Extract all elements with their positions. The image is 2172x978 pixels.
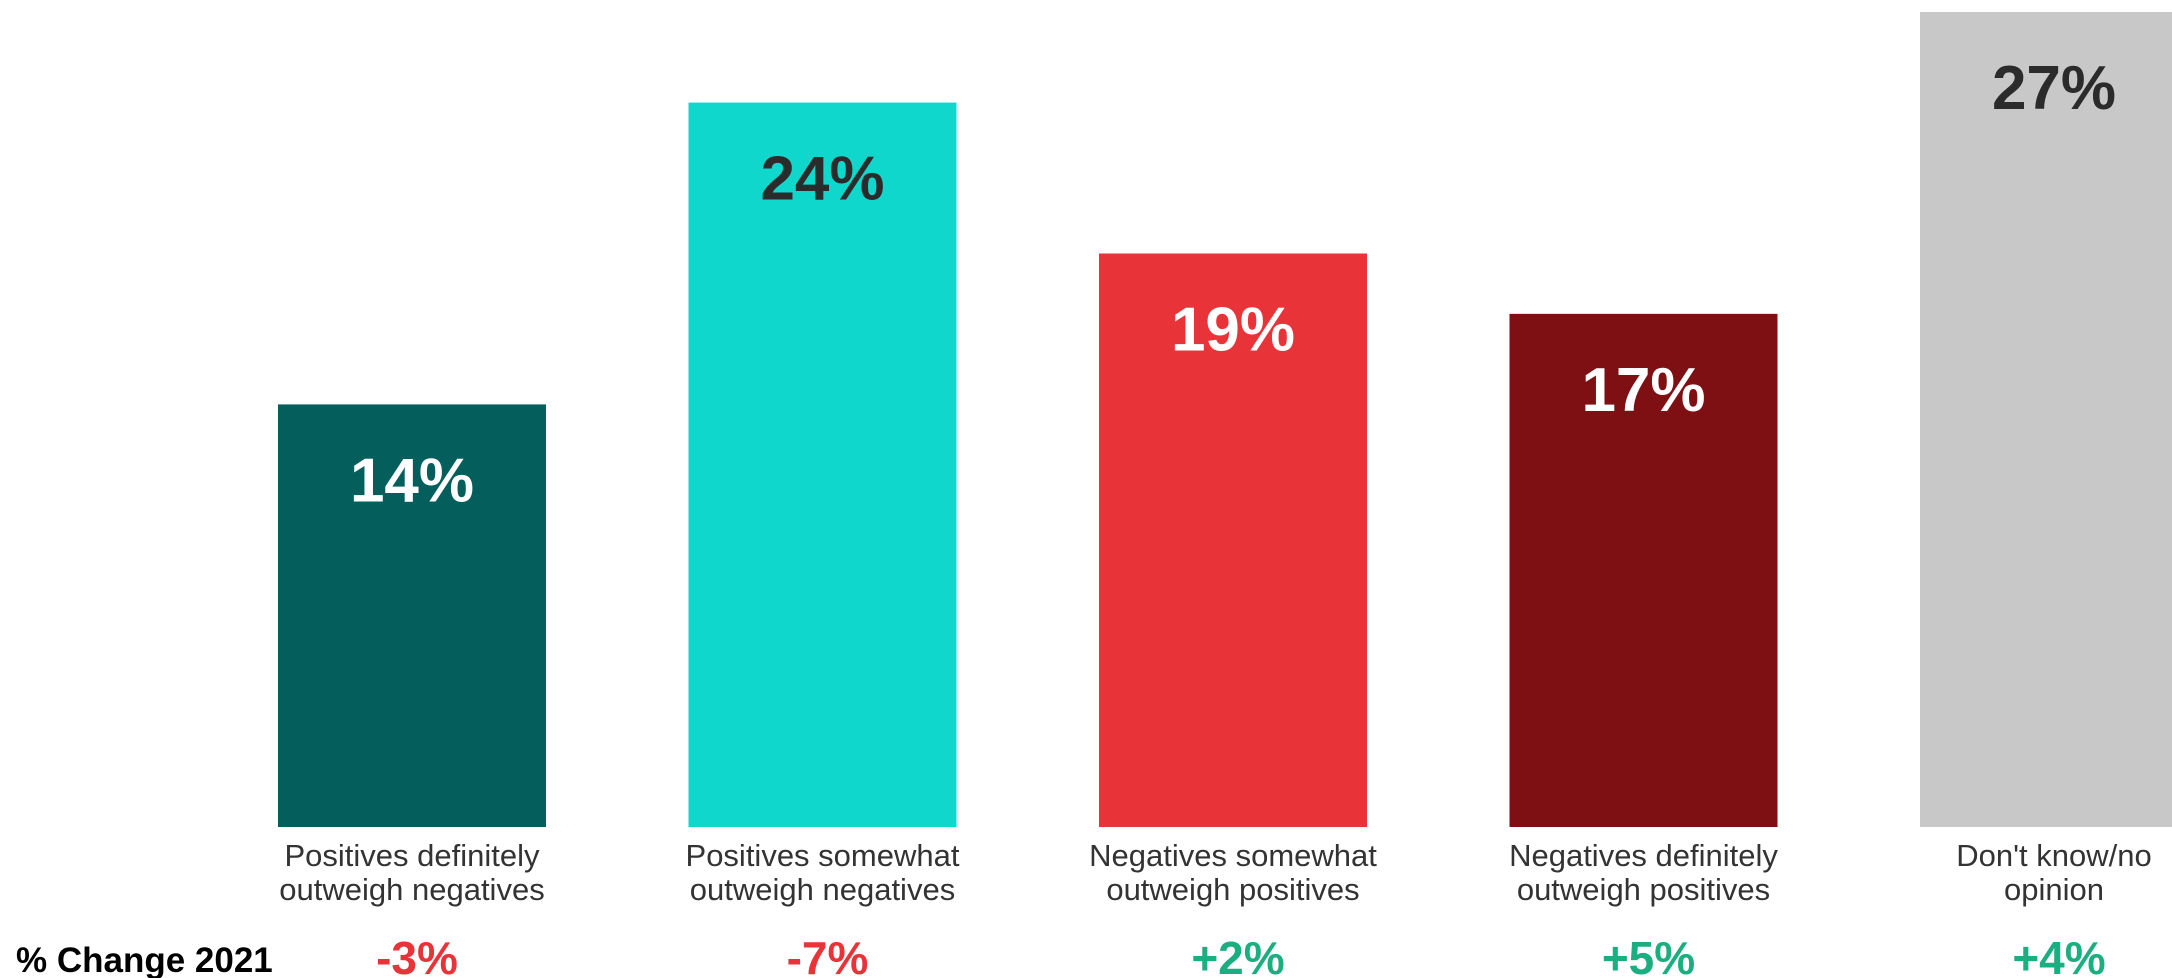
- bar-value-label: 17%: [1581, 356, 1705, 425]
- category-label-line: Positives definitely: [284, 838, 540, 873]
- bar: [1099, 253, 1367, 828]
- category-label-line: opinion: [2004, 872, 2104, 907]
- category-label: Negatives somewhat outweigh positives: [1089, 838, 1377, 907]
- category-label: Negatives definitely outweigh positives: [1509, 838, 1778, 907]
- category-label-line: outweigh negatives: [279, 872, 544, 907]
- category-label-line: Negatives definitely: [1509, 838, 1778, 873]
- category-label: Don't know/no opinion: [1956, 838, 2151, 907]
- change-value: +5%: [1602, 932, 1695, 978]
- change-value: +2%: [1191, 932, 1284, 978]
- category-label-line: outweigh positives: [1517, 872, 1770, 907]
- bar-value-label: 27%: [1992, 54, 2116, 123]
- category-label-line: outweigh positives: [1106, 872, 1359, 907]
- category-label-line: Negatives somewhat: [1089, 838, 1377, 873]
- category-label-line: Positives somewhat: [686, 838, 960, 873]
- change-row-title: % Change 2021: [16, 941, 273, 978]
- bar: [1920, 12, 2172, 827]
- bars-layer: 14% 24% 19% 17% 27%: [278, 12, 2172, 828]
- change-row: % Change 2021 -3% -7% +2% +5% +4%: [16, 932, 2106, 978]
- category-label: Positives somewhat outweigh negatives: [686, 838, 960, 907]
- bar: [1509, 313, 1778, 828]
- change-value: -3%: [376, 932, 458, 978]
- bar-value-label: 24%: [760, 145, 884, 214]
- category-label-line: Don't know/no: [1956, 838, 2151, 873]
- category-label: Positives definitely outweigh negatives: [279, 838, 544, 907]
- change-value: -7%: [787, 932, 869, 978]
- bar-value-label: 14%: [350, 446, 474, 515]
- category-label-line: outweigh negatives: [690, 872, 955, 907]
- category-labels-layer: Positives definitely outweigh negativesPo…: [279, 838, 2151, 907]
- change-value: +4%: [2012, 932, 2105, 978]
- bar: [278, 404, 546, 827]
- bar-value-label: 19%: [1171, 295, 1295, 364]
- bar: [688, 102, 957, 828]
